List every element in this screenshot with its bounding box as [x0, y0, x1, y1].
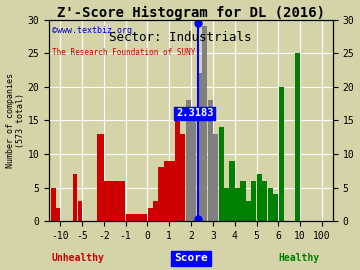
Bar — [219, 127, 224, 221]
Bar — [56, 208, 60, 221]
Bar — [97, 134, 104, 221]
Y-axis label: Number of companies
(573 total): Number of companies (573 total) — [5, 73, 25, 168]
Bar — [191, 107, 197, 221]
Text: ©www.textbiz.org: ©www.textbiz.org — [52, 26, 132, 35]
Bar — [229, 161, 235, 221]
Bar — [148, 208, 153, 221]
Bar — [224, 188, 229, 221]
Bar — [158, 167, 164, 221]
Bar — [208, 100, 213, 221]
Bar — [51, 188, 56, 221]
Bar — [240, 181, 246, 221]
Bar — [78, 201, 82, 221]
Bar — [126, 214, 147, 221]
Bar — [73, 174, 77, 221]
Bar — [213, 134, 218, 221]
Bar — [246, 201, 251, 221]
Bar — [295, 53, 300, 221]
Bar — [267, 188, 273, 221]
Bar — [262, 181, 267, 221]
Bar — [153, 201, 158, 221]
Bar — [197, 73, 202, 221]
Text: Unhealthy: Unhealthy — [51, 254, 104, 264]
Bar — [104, 181, 125, 221]
Bar — [257, 174, 262, 221]
Text: Healthy: Healthy — [278, 254, 319, 264]
Bar — [279, 87, 284, 221]
Bar — [170, 161, 175, 221]
Title: Z'-Score Histogram for DL (2016): Z'-Score Histogram for DL (2016) — [57, 6, 325, 20]
Bar — [235, 188, 240, 221]
Bar — [175, 120, 180, 221]
Bar — [251, 181, 256, 221]
Bar — [202, 26, 207, 221]
Text: The Research Foundation of SUNY: The Research Foundation of SUNY — [52, 48, 195, 57]
Text: Score: Score — [174, 254, 208, 264]
Text: Sector: Industrials: Sector: Industrials — [109, 31, 251, 44]
Bar — [186, 100, 191, 221]
Bar — [273, 194, 278, 221]
Bar — [164, 161, 169, 221]
Text: 2.3183: 2.3183 — [176, 109, 213, 119]
Bar — [180, 134, 185, 221]
